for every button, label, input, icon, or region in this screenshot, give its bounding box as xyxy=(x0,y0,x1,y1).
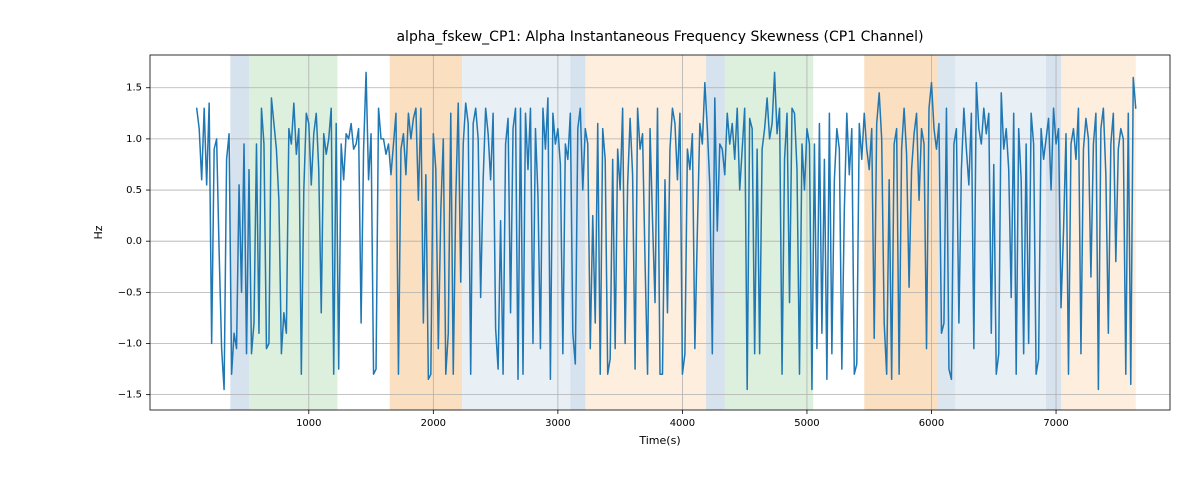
span-band xyxy=(570,55,585,410)
span-band xyxy=(585,55,706,410)
xtick-label: 2000 xyxy=(421,418,446,429)
xtick-label: 3000 xyxy=(545,418,570,429)
ytick-label: −0.5 xyxy=(118,287,142,298)
ytick-label: −1.0 xyxy=(118,339,142,350)
xtick-label: 1000 xyxy=(296,418,321,429)
chart-figure: 1000 2000 3000 4000 5000 6000 7000 −1.5 −1.0 −0.5… xyxy=(0,0,1200,500)
ytick-label: 0.0 xyxy=(126,236,142,247)
ytick-label: 1.5 xyxy=(126,83,142,94)
xtick-label: 4000 xyxy=(670,418,695,429)
xtick-label: 6000 xyxy=(919,418,944,429)
ytick-label: 0.5 xyxy=(126,185,142,196)
x-axis-label: Time(s) xyxy=(638,434,680,447)
chart-title: alpha_fskew_CP1: Alpha Instantaneous Fre… xyxy=(396,29,923,45)
ytick-label: −1.5 xyxy=(118,390,142,401)
xtick-label: 5000 xyxy=(794,418,819,429)
plot-area xyxy=(150,55,1170,410)
y-axis-label: Hz xyxy=(92,225,105,239)
xtick-label: 7000 xyxy=(1043,418,1068,429)
ytick-label: 1.0 xyxy=(126,134,142,145)
